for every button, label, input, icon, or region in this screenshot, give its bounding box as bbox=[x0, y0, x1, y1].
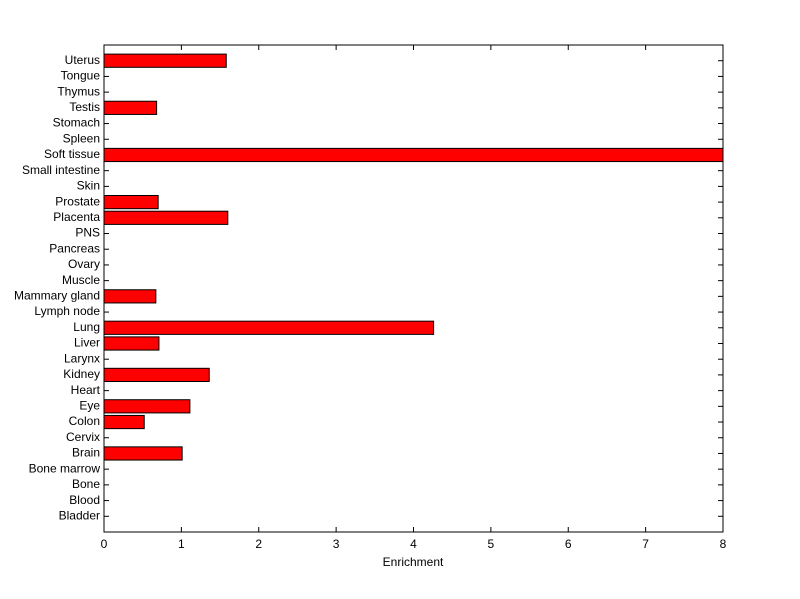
y-tick-label: Bladder bbox=[59, 508, 100, 522]
bar bbox=[103, 320, 435, 335]
x-tick-label: 7 bbox=[642, 537, 649, 551]
plot-area bbox=[103, 44, 724, 533]
bar bbox=[103, 210, 229, 225]
y-tick-label: Kidney bbox=[63, 367, 100, 381]
y-tick-label: Lung bbox=[73, 320, 100, 334]
bar bbox=[103, 147, 724, 163]
y-tick-label: Spleen bbox=[63, 131, 100, 145]
y-tick-label: Liver bbox=[74, 336, 100, 350]
y-tick-label: Muscle bbox=[62, 273, 100, 287]
y-tick-label: Placenta bbox=[53, 210, 100, 224]
bar bbox=[103, 100, 158, 115]
y-tick-label: Skin bbox=[77, 179, 100, 193]
y-tick-label: Eye bbox=[79, 398, 100, 412]
y-tick-label: Cervix bbox=[66, 430, 100, 444]
y-tick-label: PNS bbox=[75, 226, 100, 240]
x-tick-label: 4 bbox=[410, 537, 417, 551]
y-tick-label: Tongue bbox=[61, 69, 101, 83]
bar bbox=[103, 53, 227, 68]
y-tick-label: Pancreas bbox=[49, 241, 100, 255]
y-tick-label: Larynx bbox=[64, 351, 100, 365]
x-tick-label: 0 bbox=[101, 537, 108, 551]
bar bbox=[103, 399, 191, 414]
y-tick-label: Thymus bbox=[57, 84, 100, 98]
x-tick-label: 2 bbox=[255, 537, 262, 551]
y-tick-label: Stomach bbox=[53, 116, 100, 130]
y-tick-label: Uterus bbox=[65, 53, 100, 67]
y-tick-label: Brain bbox=[72, 446, 100, 460]
y-tick-label: Blood bbox=[69, 493, 100, 507]
y-tick-label: Testis bbox=[69, 100, 100, 114]
bar bbox=[103, 446, 183, 461]
bar bbox=[103, 289, 157, 304]
bar bbox=[103, 414, 145, 430]
y-tick-label: Lymph node bbox=[34, 304, 100, 318]
y-tick-label: Ovary bbox=[68, 257, 100, 271]
y-tick-label: Bone marrow bbox=[29, 461, 101, 475]
x-tick-label: 6 bbox=[565, 537, 572, 551]
y-tick-label: Prostate bbox=[55, 194, 100, 208]
bar bbox=[103, 336, 160, 351]
x-axis-label: Enrichment bbox=[383, 555, 444, 569]
bar bbox=[103, 367, 210, 383]
bar bbox=[103, 194, 159, 210]
y-tick-label: Soft tissue bbox=[44, 147, 100, 161]
y-tick-label: Heart bbox=[71, 383, 101, 397]
x-tick-label: 3 bbox=[333, 537, 340, 551]
y-tick-label: Mammary gland bbox=[14, 289, 100, 303]
x-tick-label: 1 bbox=[178, 537, 185, 551]
y-tick-label: Bone bbox=[72, 477, 100, 491]
y-tick-label: Colon bbox=[69, 414, 100, 428]
x-tick-label: 8 bbox=[720, 537, 727, 551]
y-tick-label: Small intestine bbox=[22, 163, 100, 177]
x-tick-label: 5 bbox=[488, 537, 495, 551]
